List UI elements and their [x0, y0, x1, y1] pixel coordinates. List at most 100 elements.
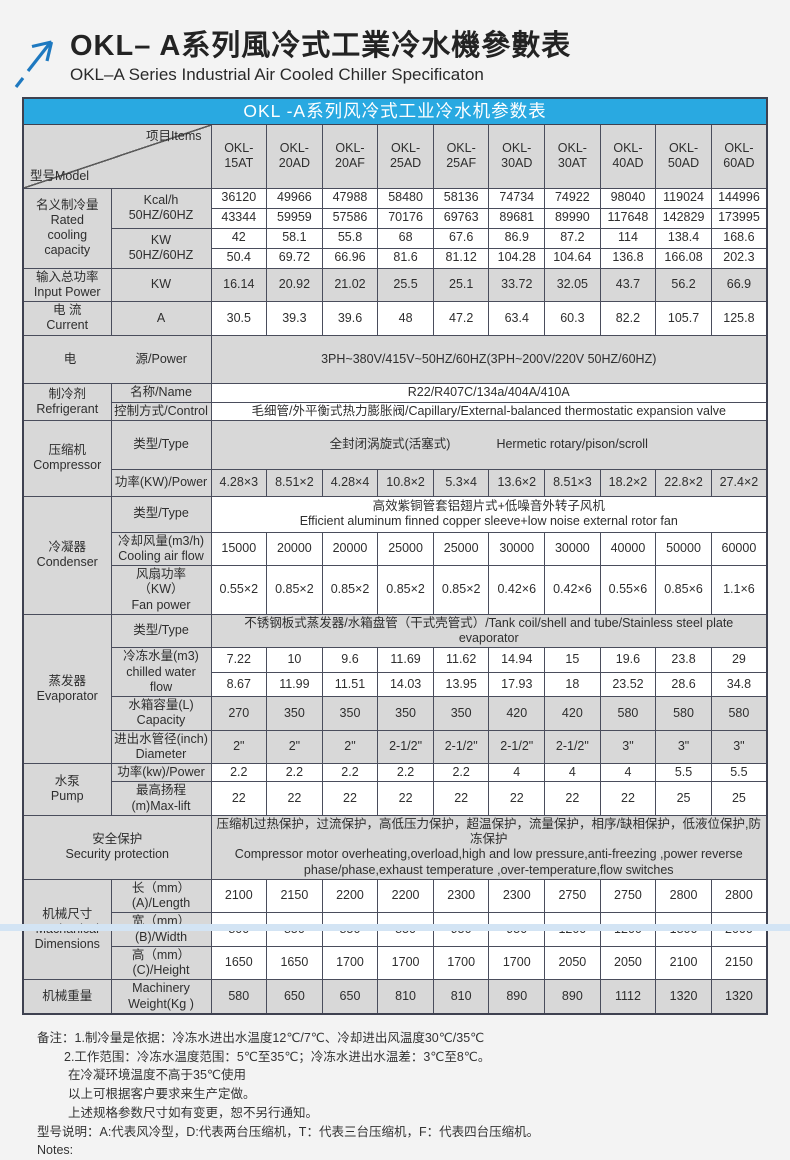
- value-cell: 60.3: [544, 301, 601, 336]
- value-cell: 15000: [210, 531, 268, 566]
- value-cell: 27.4×2: [710, 468, 768, 497]
- value-cell: 87.2: [544, 227, 601, 249]
- value-cell: 17.93: [488, 671, 546, 698]
- note-line: 在冷凝环境温度不高于35℃使用: [68, 1068, 246, 1083]
- value-cell: 2-1/2": [432, 729, 490, 764]
- value-cell: 104.28: [488, 247, 546, 269]
- row-label-input-power: 输入总功率 Input Power: [22, 267, 112, 302]
- value-cell: 18: [544, 671, 601, 698]
- value-cell: 2-1/2": [377, 729, 434, 764]
- condenser-type-label: 类型/Type: [110, 495, 212, 533]
- corner-items-label: 项目Items: [145, 128, 202, 143]
- value-cell: 58136: [432, 187, 490, 209]
- value-cell: 42: [210, 227, 268, 249]
- dimensions-length-label: 长（mm）(A)/Length: [110, 878, 212, 914]
- value-cell: 18.2×2: [599, 468, 657, 497]
- value-cell: 20.92: [266, 267, 323, 302]
- row-label-power-supply: 电 源/Power: [22, 334, 212, 385]
- value-cell: 14.03: [377, 671, 434, 698]
- value-cell: 119024: [655, 187, 712, 209]
- value-cell: 2-1/2": [544, 729, 601, 764]
- note-line: 以上可根据客户要求来生产定做。: [68, 1087, 256, 1101]
- value-cell: 11.51: [321, 671, 379, 698]
- model-header-cell: OKL- 60AD: [710, 123, 768, 189]
- value-cell: 25000: [432, 531, 490, 566]
- value-cell: 19.6: [599, 647, 657, 673]
- value-cell: 8.51×2: [266, 468, 323, 497]
- value-cell: 69.72: [266, 247, 323, 269]
- value-cell: 55.8: [321, 227, 379, 249]
- value-cell: 9.6: [321, 647, 379, 673]
- row-label-refrigerant: 制冷剂 Refrigerant: [22, 383, 112, 421]
- value-cell: 20000: [266, 531, 323, 566]
- value-cell: 3": [655, 729, 712, 764]
- value-cell: 125.8: [710, 301, 768, 336]
- row-label-evaporator: 蒸发器 Evaporator: [22, 613, 112, 765]
- row-label-condenser: 冷凝器 Condenser: [22, 495, 112, 615]
- value-cell: 1700: [321, 945, 379, 981]
- value-cell: 86.9: [488, 227, 546, 249]
- value-cell: 580: [599, 696, 657, 731]
- value-cell: 117648: [599, 207, 657, 229]
- value-cell: 2150: [266, 878, 323, 914]
- corner-model-label: 型号Model: [30, 169, 90, 184]
- value-cell: 2800: [710, 878, 768, 914]
- value-cell: 2750: [544, 878, 601, 914]
- value-cell: 1320: [710, 979, 768, 1015]
- value-cell: 40000: [599, 531, 657, 566]
- value-cell: 2050: [599, 945, 657, 981]
- value-cell: 68: [377, 227, 434, 249]
- compressor-type-label: 类型/Type: [110, 419, 212, 470]
- value-cell: 650: [266, 979, 323, 1015]
- value-cell: 22: [210, 781, 268, 816]
- value-cell: 166.08: [655, 247, 712, 269]
- page-title: OKL– A系列風冷式工業冷水機參數表: [70, 30, 572, 62]
- model-header-cell: OKL- 50AD: [655, 123, 712, 189]
- value-cell: 23.52: [599, 671, 657, 698]
- value-cell: 15: [544, 647, 601, 673]
- value-cell: 66.96: [321, 247, 379, 269]
- value-cell: 2100: [210, 878, 268, 914]
- value-cell: 39.3: [266, 301, 323, 336]
- value-cell: 420: [488, 696, 546, 731]
- condenser-fan-label: 风扇功率（KW） Fan power: [110, 565, 212, 615]
- value-cell: 11.69: [377, 647, 434, 673]
- value-cell: 138.4: [655, 227, 712, 249]
- dimensions-height-label: 高（mm）(C)/Height: [110, 945, 212, 981]
- notes-block: 备注：1.制冷量是依据：冷冻水进出水温度12℃/7℃、冷却进出风温度30℃/35…: [37, 1029, 790, 1160]
- compressor-type-zh: 全封闭涡旋式(活塞式): [329, 437, 451, 451]
- value-cell: 2150: [710, 945, 768, 981]
- value-cell: 890: [544, 979, 601, 1015]
- compressor-type-value: 全封闭涡旋式(活塞式) Hermetic rotary/pison/scroll: [210, 419, 768, 470]
- arrow-up-right-icon: [13, 34, 61, 97]
- model-header-cell: OKL- 30AT: [544, 123, 601, 189]
- row-label-weight: 机械重量: [22, 979, 112, 1015]
- value-cell: 29: [710, 647, 768, 673]
- value-cell: 59959: [266, 207, 323, 229]
- value-cell: 28.6: [655, 671, 712, 698]
- value-cell: 56.2: [655, 267, 712, 302]
- value-cell: 202.3: [710, 247, 768, 269]
- value-cell: 1700: [488, 945, 546, 981]
- value-cell: 1650: [210, 945, 268, 981]
- value-cell: 30000: [544, 531, 601, 566]
- value-cell: 2.2: [321, 762, 379, 783]
- evaporator-diameter-label: 进出水管径(inch) Diameter: [110, 729, 212, 764]
- value-cell: 810: [432, 979, 490, 1015]
- value-cell: 2750: [599, 878, 657, 914]
- bottom-accent-bar: [0, 924, 790, 931]
- value-cell: 350: [432, 696, 490, 731]
- value-cell: 49966: [266, 187, 323, 209]
- value-cell: 144996: [710, 187, 768, 209]
- value-cell: 1.1×6: [710, 565, 768, 615]
- page-subtitle: OKL–A Series Industrial Air Cooled Chill…: [70, 65, 484, 85]
- value-cell: 16.14: [210, 267, 268, 302]
- value-cell: 11.62: [432, 647, 490, 673]
- value-cell: 1650: [266, 945, 323, 981]
- row-label-kw: KW 50HZ/60HZ: [110, 227, 212, 269]
- model-header-cell: OKL- 20AD: [266, 123, 323, 189]
- value-cell: 50.4: [210, 247, 268, 269]
- value-cell: 8.67: [210, 671, 268, 698]
- value-cell: 22: [266, 781, 323, 816]
- value-cell: 8.51×3: [544, 468, 601, 497]
